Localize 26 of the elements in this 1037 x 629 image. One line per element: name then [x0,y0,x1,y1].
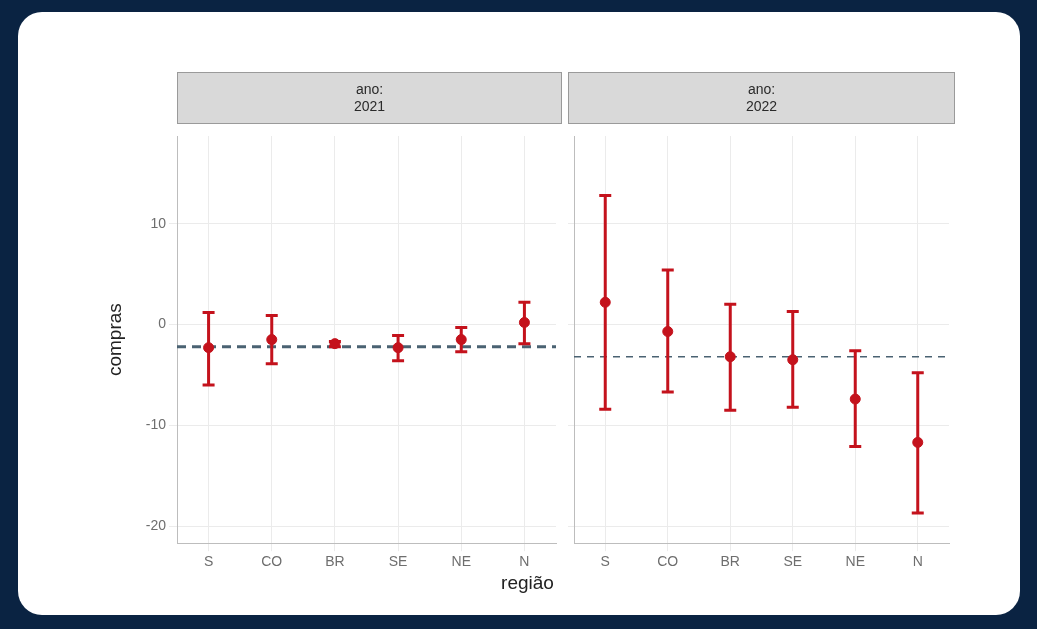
chart-title: ano: 2021 [353,81,386,115]
x-axis-title: região [500,572,555,594]
x-tick-label: BR [325,553,345,570]
y-tick-label: 10 [150,214,167,231]
x-tick-label: SE [388,553,408,570]
point [662,326,674,338]
chart-title: ano: 2022 [745,81,778,115]
x-tick-label: N [912,553,923,570]
x-tick-label: S [203,553,214,570]
y-tick-label: -10 [145,416,167,433]
x-tick-label: SE [783,553,803,570]
x-tick-label: S [600,553,610,570]
point [849,393,861,405]
y-tick-label: 0 [158,315,167,332]
point [912,436,924,448]
y-axis-title: compras [103,303,125,377]
y-tick-label: -20 [145,516,167,533]
point [599,296,611,308]
point [787,354,799,366]
point [724,351,736,363]
x-tick-label: CO [261,553,283,570]
x-tick-label: NE [845,553,865,570]
x-tick-label: BR [720,553,740,570]
x-tick-label: CO [657,553,679,570]
x-tick-label: NE [451,553,471,570]
x-tick-label: N [519,553,530,570]
